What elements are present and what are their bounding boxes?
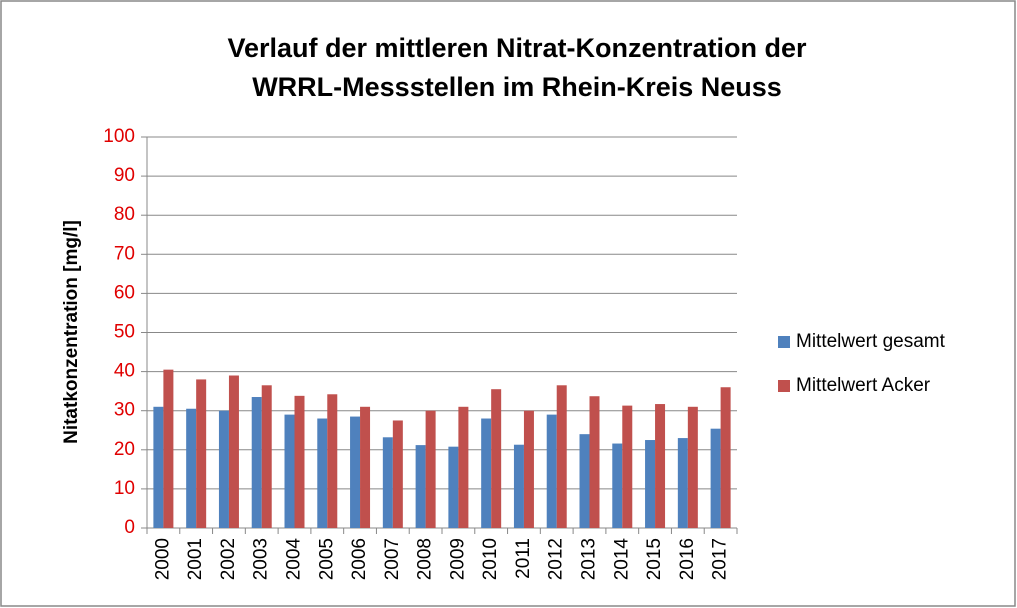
- x-tick-label: 2008: [415, 538, 436, 580]
- bar: [645, 440, 656, 528]
- bar: [186, 408, 197, 528]
- x-tick-label: 2017: [710, 538, 731, 580]
- x-tick-label: 2012: [546, 538, 567, 580]
- x-tick-label: 2006: [349, 538, 370, 580]
- x-tick-label: 2004: [284, 538, 305, 581]
- y-tick-label: 80: [114, 204, 135, 225]
- bar: [546, 414, 557, 528]
- legend-label: Mittelwert Acker: [796, 375, 931, 396]
- x-tick-label: 2009: [447, 538, 468, 580]
- bar: [677, 438, 688, 528]
- bar: [261, 385, 272, 528]
- x-tick-label: 2003: [251, 538, 272, 580]
- bar: [687, 406, 698, 528]
- x-tick-label: 2000: [152, 538, 173, 580]
- x-tick-label: 2010: [480, 538, 501, 580]
- bar: [327, 394, 338, 528]
- bar: [415, 445, 426, 528]
- bar: [491, 389, 502, 528]
- bar: [382, 437, 393, 528]
- bar: [284, 414, 295, 528]
- y-tick-label: 70: [114, 243, 135, 264]
- y-tick-label: 100: [103, 126, 135, 147]
- y-tick-label: 10: [114, 478, 135, 499]
- y-axis-label: Nitatkonzentration [mg/l]: [61, 220, 82, 444]
- bar: [218, 410, 229, 528]
- bar: [360, 406, 371, 528]
- y-tick-label: 0: [124, 517, 135, 538]
- x-tick-label: 2005: [316, 538, 337, 580]
- bar: [523, 410, 534, 528]
- chart-title: WRRL-Messstellen im Rhein-Kreis Neuss: [252, 72, 782, 102]
- bar: [612, 443, 623, 528]
- bar: [317, 418, 328, 528]
- y-tick-label: 30: [114, 400, 135, 421]
- bar: [153, 406, 164, 528]
- x-tick-label: 2007: [382, 538, 403, 580]
- bar: [655, 404, 666, 528]
- bar: [251, 397, 262, 528]
- y-tick-label: 60: [114, 282, 135, 303]
- bar: [294, 395, 305, 528]
- bar: [579, 434, 590, 528]
- bar: [425, 410, 436, 528]
- x-tick-label: 2011: [513, 538, 534, 579]
- x-tick-label: 2015: [644, 538, 665, 580]
- bar: [448, 446, 459, 528]
- bar: [350, 416, 361, 528]
- bar: [228, 375, 239, 528]
- y-tick-label: 50: [114, 322, 135, 343]
- bar: [196, 379, 207, 528]
- legend-label: Mittelwert gesamt: [796, 331, 946, 352]
- bar: [556, 385, 567, 528]
- bar: [458, 406, 469, 528]
- legend-swatch: [778, 336, 790, 348]
- bar: [710, 428, 721, 528]
- bar: [392, 420, 403, 528]
- x-tick-label: 2016: [677, 538, 698, 580]
- y-tick-label: 20: [114, 439, 135, 460]
- bar: [622, 405, 633, 528]
- x-tick-label: 2013: [579, 538, 600, 580]
- bar: [513, 444, 524, 528]
- legend-swatch: [778, 380, 790, 392]
- bar: [720, 387, 731, 528]
- x-tick-label: 2001: [185, 538, 206, 580]
- chart-title: Verlauf der mittleren Nitrat-Konzentrati…: [227, 33, 807, 63]
- y-tick-label: 90: [114, 165, 135, 186]
- x-tick-label: 2014: [611, 538, 632, 581]
- bar: [163, 369, 174, 528]
- y-tick-label: 40: [114, 361, 135, 382]
- bar: [481, 418, 492, 528]
- x-tick-label: 2002: [218, 538, 239, 580]
- bar: [589, 396, 600, 528]
